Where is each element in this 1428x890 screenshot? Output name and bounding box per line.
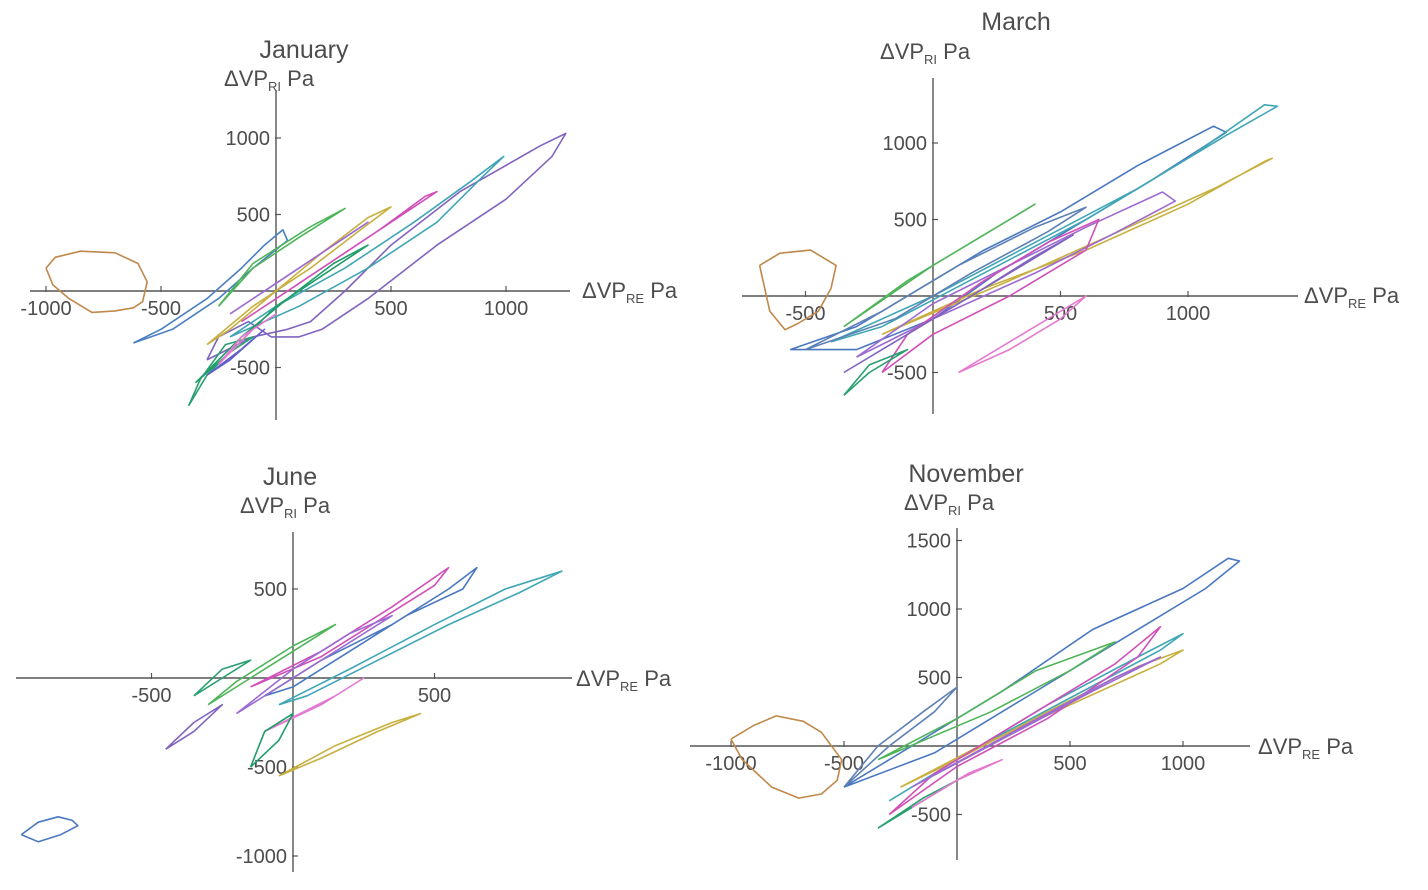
x-tick-label: -500 [141,298,181,320]
series-line [206,206,392,346]
y-tick-label: 1000 [907,599,952,621]
x-axis-label: ΔVPRE Pa [576,666,672,694]
x-tick-label: -1000 [20,298,71,320]
series-line [758,249,837,331]
axis-ticks: -1000 -500 500 1000 -500 500 1000 [20,90,570,420]
series-line [45,250,148,314]
series-line [193,659,252,697]
axis-ticks: -1000 -500 500 1000 -500 500 1000 1500 [690,528,1250,860]
y-tick-label: 500 [918,668,951,690]
x-tick-label: 1000 [484,298,529,320]
chart-panel-march: March ΔVPRI Pa ΔVPRE Pa -500 500 1000 -500 5… [742,8,1400,414]
series-line [165,703,224,750]
plot-area [45,132,567,407]
series-line [830,104,1279,343]
series-line [241,190,438,323]
series-line [843,234,1075,374]
series-line [911,758,1004,809]
series-line [278,712,422,777]
series-line [843,348,909,396]
y-tick-label: 500 [254,579,287,601]
y-tick-label: -500 [911,805,951,827]
series-line [843,203,1036,328]
x-axis-label: ΔVPRE Pa [1304,283,1400,311]
y-tick-label: 1500 [907,531,952,553]
x-tick-label: -500 [131,685,171,707]
series-line [264,677,365,733]
x-tick-label: -500 [785,303,825,325]
chart-title: January [260,36,349,64]
y-tick-label: 500 [894,210,927,232]
y-axis-label: ΔVPRI Pa [904,490,995,518]
series-line [843,686,958,788]
x-tick-label: 1000 [1161,753,1206,775]
x-tick-label: 500 [1044,303,1077,325]
chart-title: November [908,460,1023,488]
series-line [278,570,563,706]
series-line [249,712,294,768]
x-axis-label: ΔVPRE Pa [582,278,678,306]
series-line [133,229,289,344]
series-line [217,207,346,307]
y-tick-label: -1000 [236,846,287,868]
series-line [206,132,567,361]
series-line [877,641,1116,761]
x-tick-label: 500 [374,298,407,320]
x-axis-label: ΔVPRE Pa [1258,734,1354,762]
chart-title: March [981,8,1050,36]
series-line [789,125,1228,351]
y-tick-label: 1000 [883,133,928,155]
series-line [888,625,1162,816]
x-tick-label: 500 [418,685,451,707]
y-axis-label: ΔVPRI Pa [224,66,315,94]
series-line [235,614,393,715]
series-line [958,295,1087,374]
x-tick-label: 500 [1053,753,1086,775]
series-line [881,157,1273,336]
series-line [881,218,1100,374]
y-tick-label: -500 [230,358,270,380]
series-line [730,715,843,799]
series-line [207,623,337,706]
y-axis-label: ΔVPRI Pa [880,39,971,67]
series-line [20,815,79,843]
series-line [229,155,505,338]
y-tick-label: 500 [237,205,270,227]
series-line [217,313,277,365]
y-tick-label: -500 [887,363,927,385]
series-line [911,656,1162,788]
plot-area [758,104,1279,396]
series-line [264,566,478,697]
axis-ticks: -500 500 -1000 -500 500 [16,532,572,872]
chart-panel-june: June ΔVPRI Pa ΔVPRE Pa -500 500 -1000 -500 5… [16,463,672,872]
chart-panel-november: November ΔVPRI Pa ΔVPRE Pa -1000 -500 500 1… [690,460,1354,860]
y-tick-label: -500 [247,757,287,779]
x-tick-label: -500 [824,753,864,775]
series-line [229,221,369,315]
series-line [206,328,266,376]
x-tick-label: 1000 [1166,303,1211,325]
plot-area [20,566,563,843]
x-tick-label: -1000 [705,753,756,775]
chart-panel-january: January ΔVPRI Pa ΔVPRE Pa -1000 -500 500 10… [20,36,678,420]
series-line [856,191,1177,358]
plot-area [730,557,1241,829]
chart-title: June [263,463,317,491]
y-axis-label: ΔVPRI Pa [240,493,331,521]
series-line [900,649,1184,788]
axis-ticks: -500 500 1000 -500 500 1000 [742,78,1298,414]
series-line [805,206,1087,351]
y-tick-label: 1000 [226,128,271,150]
